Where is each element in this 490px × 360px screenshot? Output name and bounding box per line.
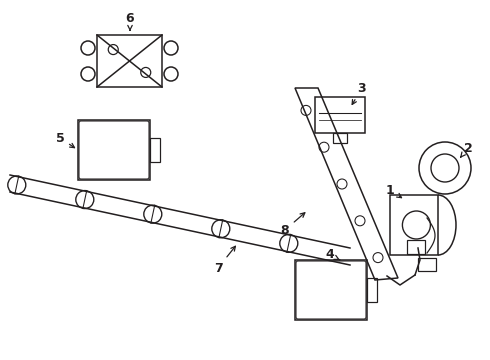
Bar [295,260,367,320]
Text: 4: 4 [326,248,340,261]
Bar [333,133,346,143]
Text: 8: 8 [281,213,305,237]
Bar [97,35,162,87]
Text: 1: 1 [386,184,401,198]
Bar [78,120,150,180]
Bar [315,97,365,133]
Text: 3: 3 [352,81,367,104]
Text: 2: 2 [461,141,472,157]
Bar [150,138,160,162]
Text: 5: 5 [56,131,74,148]
Bar [367,278,377,302]
Text: 6: 6 [126,12,134,30]
Bar [390,195,438,255]
Bar [407,240,425,254]
Bar [418,258,436,271]
Text: 7: 7 [214,246,235,274]
